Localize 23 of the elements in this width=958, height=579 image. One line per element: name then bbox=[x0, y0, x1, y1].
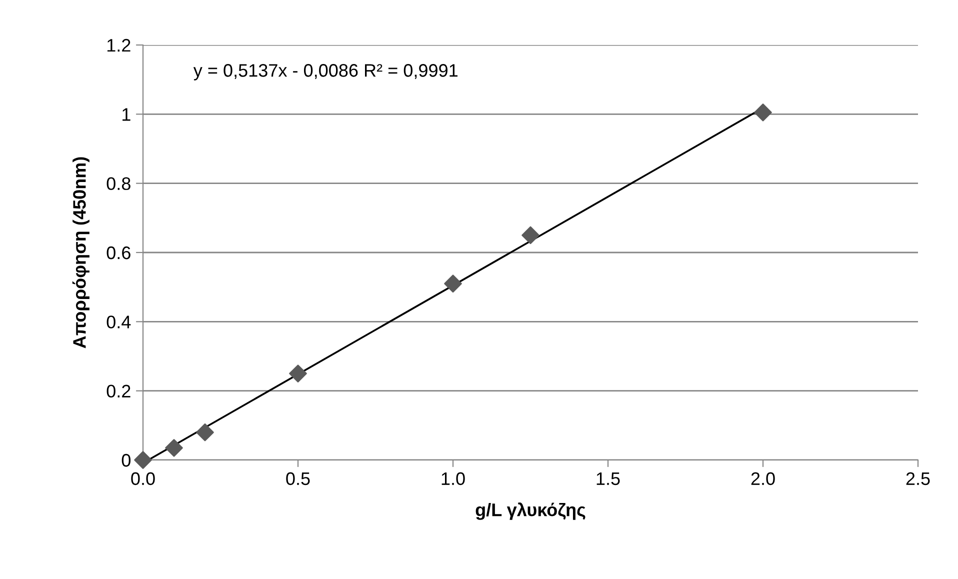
annotation: y = 0,5137x - 0,0086 R² = 0,9991 bbox=[193, 64, 458, 80]
x-tick-label: 1.5 bbox=[596, 472, 620, 486]
x-tick-label: 1.0 bbox=[442, 472, 465, 486]
point bbox=[289, 364, 307, 382]
y-tick-label: 1.2 bbox=[107, 38, 130, 52]
y-axis-title: Απορρόφηση (450nm) bbox=[72, 157, 90, 348]
y-tick-label: 0.2 bbox=[106, 384, 130, 398]
point bbox=[134, 451, 152, 469]
x-tick-label: 2.5 bbox=[906, 472, 930, 486]
y-tick-label: 0.4 bbox=[106, 316, 131, 328]
point bbox=[444, 274, 462, 293]
x-tick-label: 0.0 bbox=[131, 472, 155, 486]
point bbox=[196, 423, 214, 442]
point bbox=[754, 104, 772, 122]
y-tick-label: 0 bbox=[122, 454, 130, 467]
y-tick-label: 1 bbox=[122, 108, 130, 121]
point bbox=[165, 438, 183, 457]
x-tick-label: 0.5 bbox=[286, 472, 310, 486]
y-tick-label: 0.6 bbox=[106, 246, 130, 260]
x-axis-title: g/L γλυκόζης bbox=[476, 502, 586, 520]
y-tick-label: 0.8 bbox=[106, 177, 130, 190]
point bbox=[522, 226, 540, 244]
x-tick-label: 2.0 bbox=[751, 472, 775, 486]
